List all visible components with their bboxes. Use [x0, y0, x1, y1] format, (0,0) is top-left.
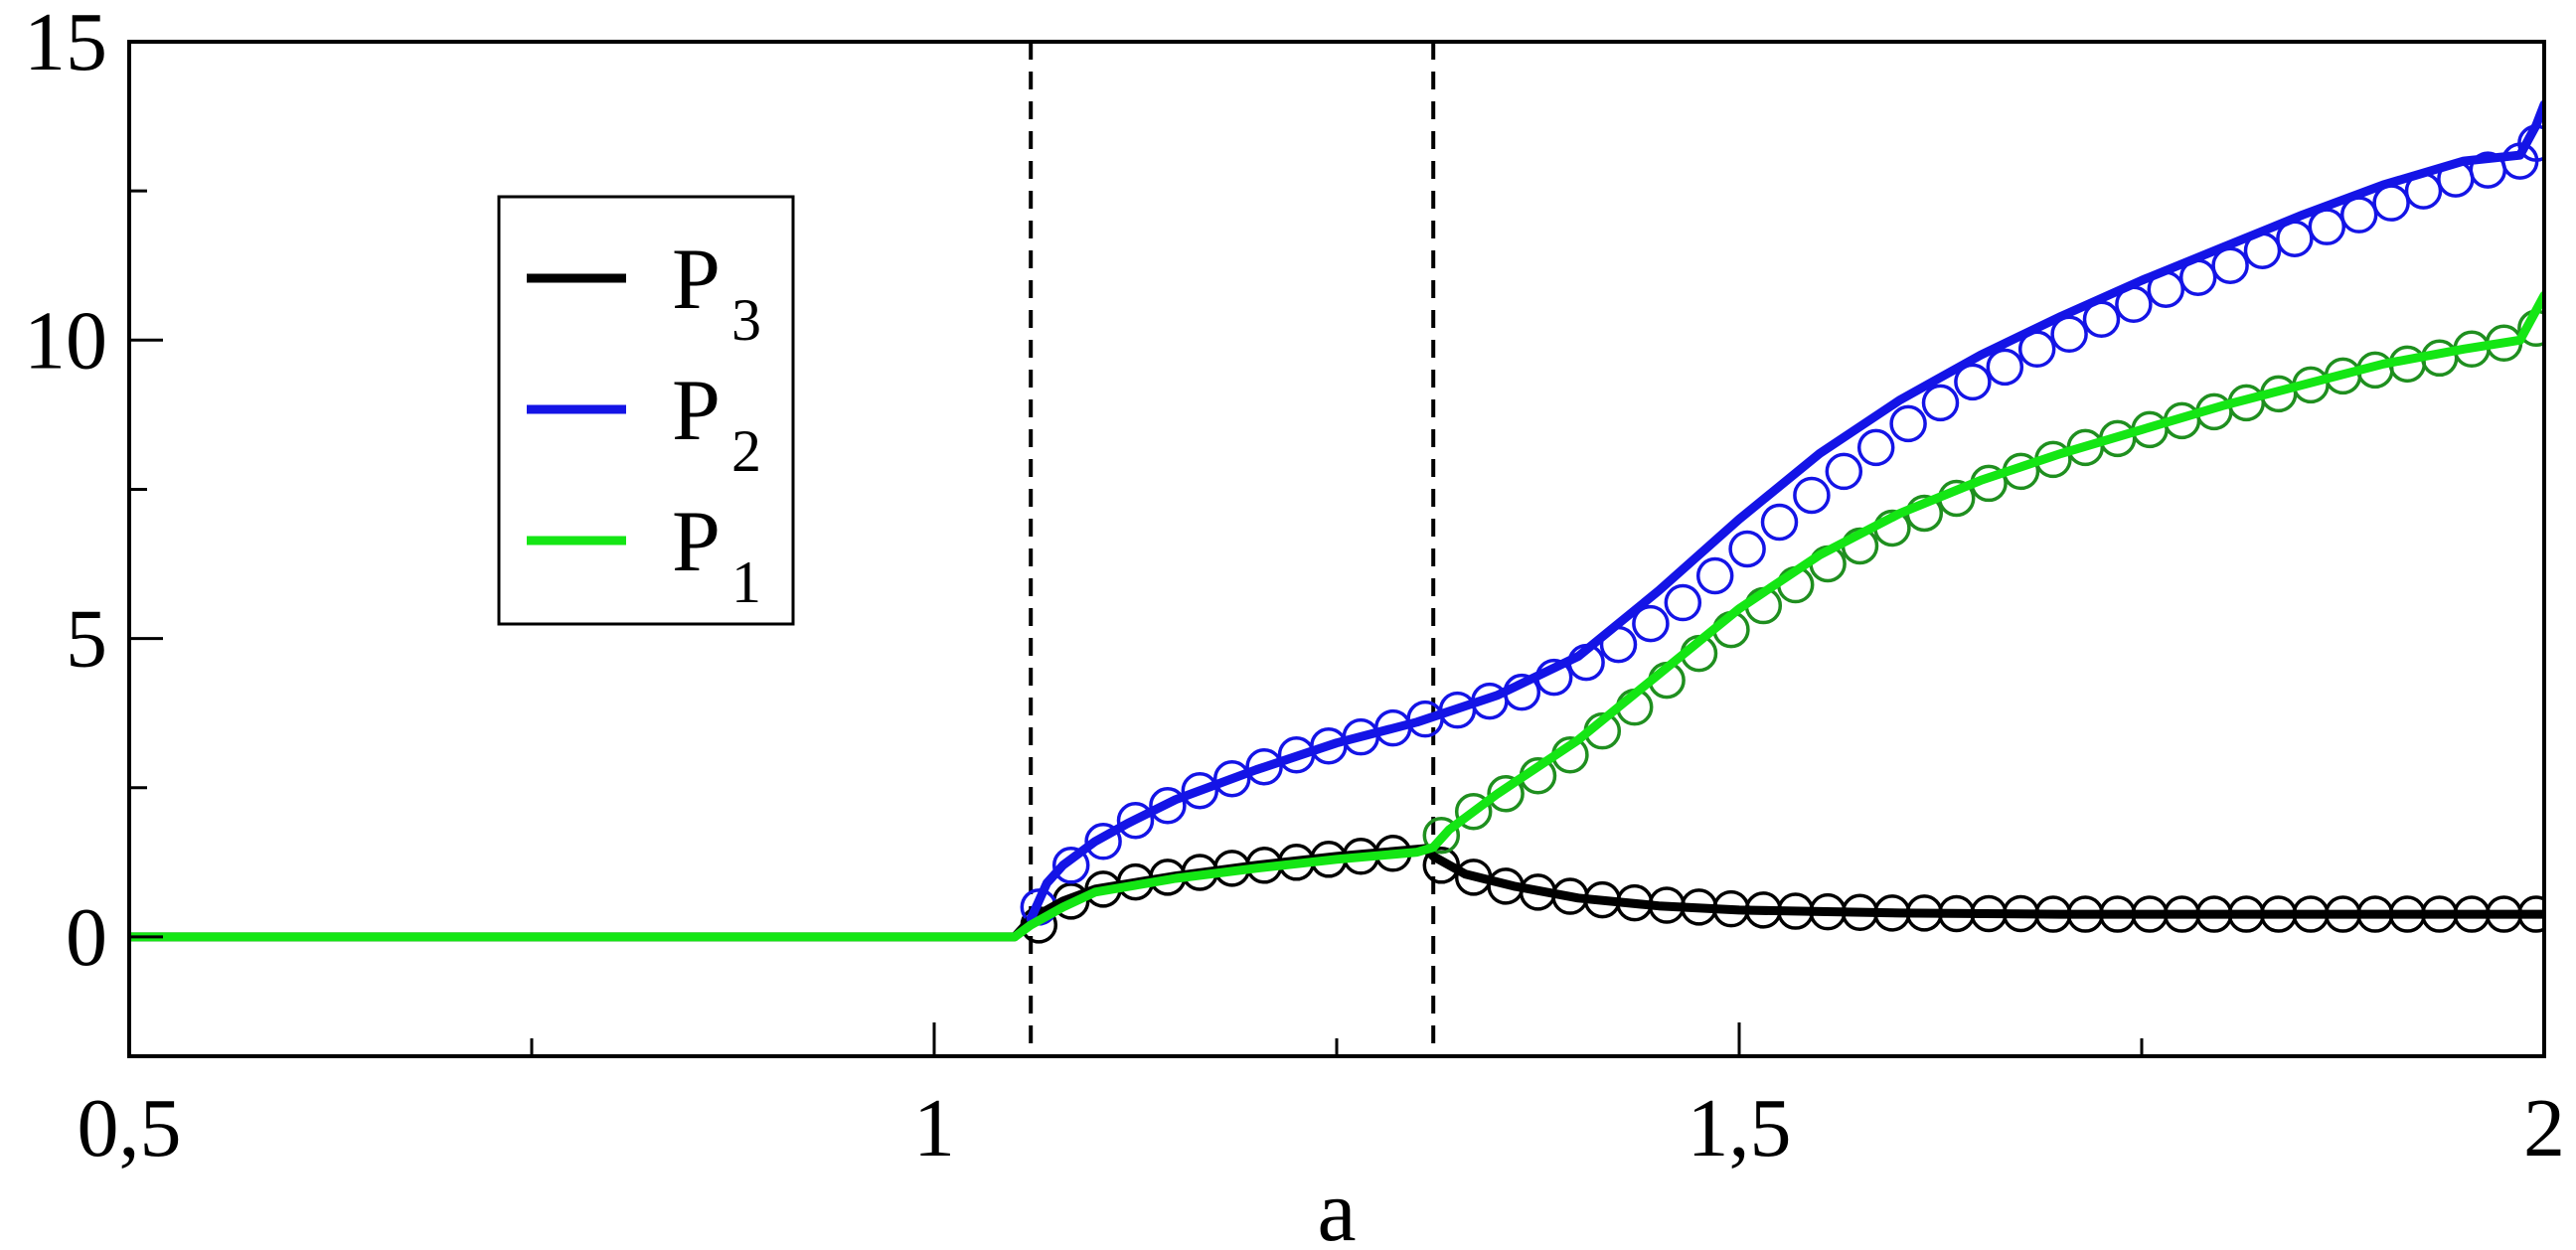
series-p2-marker [1695, 556, 1734, 595]
series-p1-line [129, 290, 2544, 942]
x-tick-label: 2 [2523, 1082, 2565, 1174]
legend-label-p3: P [672, 232, 721, 328]
series-p2-marker [1793, 476, 1831, 515]
series-p2-marker [1664, 583, 1702, 622]
series-p2-marker [1084, 823, 1122, 860]
series-p2-marker [1921, 384, 1960, 422]
series-p2-marker [1212, 759, 1251, 798]
series-p2-marker [1051, 847, 1090, 884]
legend-label-p2: P [672, 363, 721, 459]
legend-subscript-p3: 3 [731, 287, 761, 353]
series-p1-marker [1487, 774, 1525, 813]
series-p2-marker [1825, 452, 1863, 491]
series-p2-marker [1856, 428, 1895, 467]
tick-labels: 0,5 1 1,5 2 0 5 10 15 [24, 0, 2565, 1174]
axis-ticks [127, 40, 2546, 1056]
series-p2-marker [1760, 503, 1799, 542]
x-tick-label: 1 [913, 1082, 955, 1174]
series-p2-marker [1728, 530, 1766, 568]
series-p2-marker [1889, 404, 1927, 443]
series-p2-marker [1149, 787, 1187, 825]
y-tick-label: 15 [24, 0, 107, 88]
legend: P 3P 2P 1 [497, 195, 795, 626]
series-p2-marker [1245, 747, 1283, 786]
y-tick-label: 10 [24, 294, 107, 387]
x-tick-label: 1,5 [1688, 1082, 1792, 1174]
series-p1-marker [1454, 793, 1493, 831]
y-tick-label: 5 [66, 593, 107, 686]
legend-subscript-p2: 2 [731, 418, 761, 484]
legend-subscript-p1: 1 [731, 549, 761, 615]
series-p2-marker [1181, 771, 1219, 810]
series-p2-marker [1116, 802, 1155, 840]
plot-area-frame [127, 40, 2546, 1058]
x-axis-label: a [1317, 1164, 1356, 1250]
y-tick-label: 0 [66, 891, 107, 984]
series-p1-marker [1422, 817, 1461, 855]
legend-label-p1: P [672, 494, 721, 590]
series-p2-line [1026, 99, 2544, 924]
series-p2-marker [1986, 348, 2024, 387]
series-p2-marker [1632, 604, 1670, 643]
x-tick-label: 0,5 [78, 1082, 182, 1174]
series-p2-marker [1954, 363, 1992, 401]
